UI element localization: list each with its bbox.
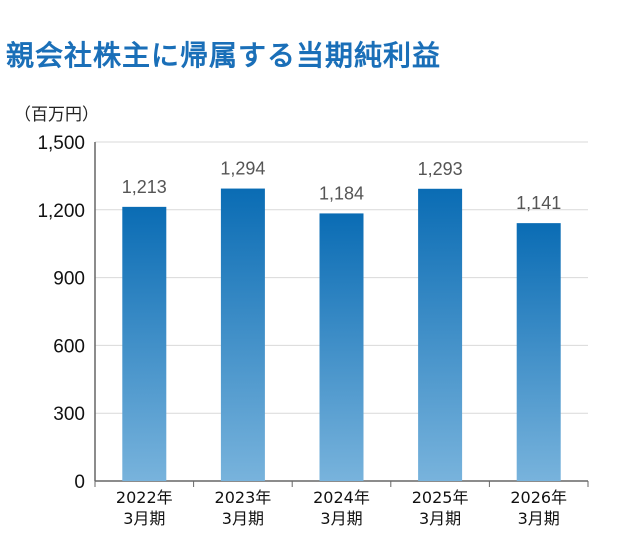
labels: 0 300 600 900 1,200 1,500 1,213 2022年 3月期 1,294 20… <box>37 133 567 528</box>
x-tick-label: 2023年 <box>215 488 272 507</box>
y-tick-label: 1,500 <box>37 133 85 154</box>
x-tick-label: 2022年 <box>116 488 173 507</box>
unit-label: （百万円） <box>14 105 99 125</box>
bar <box>220 188 265 481</box>
x-tick-label: 3月期 <box>222 509 264 528</box>
data-label: 1,184 <box>319 183 364 203</box>
data-label: 1,293 <box>418 159 463 179</box>
x-tick-label: 2024年 <box>313 488 370 507</box>
bar <box>122 206 167 481</box>
y-tick-label: 1,200 <box>37 201 85 222</box>
y-tick-label: 900 <box>53 269 85 290</box>
data-label: 1,213 <box>122 177 167 197</box>
x-tick-label: 3月期 <box>419 509 461 528</box>
x-tick-label: 3月期 <box>518 509 560 528</box>
x-tick-label: 3月期 <box>320 509 362 528</box>
y-tick-label: 0 <box>74 472 85 493</box>
bar <box>418 188 463 482</box>
x-tick-label: 3月期 <box>123 509 165 528</box>
bar <box>516 223 561 481</box>
x-tick-label: 2026年 <box>510 488 567 507</box>
bars <box>122 188 561 482</box>
data-label: 1,141 <box>516 193 561 213</box>
data-label: 1,294 <box>220 159 265 179</box>
x-tick-label: 2025年 <box>412 488 469 507</box>
y-tick-label: 300 <box>53 404 85 425</box>
bar <box>319 213 364 481</box>
chart-title: 親会社株主に帰属する当期純利益 <box>6 39 442 72</box>
y-tick-label: 600 <box>53 336 85 357</box>
